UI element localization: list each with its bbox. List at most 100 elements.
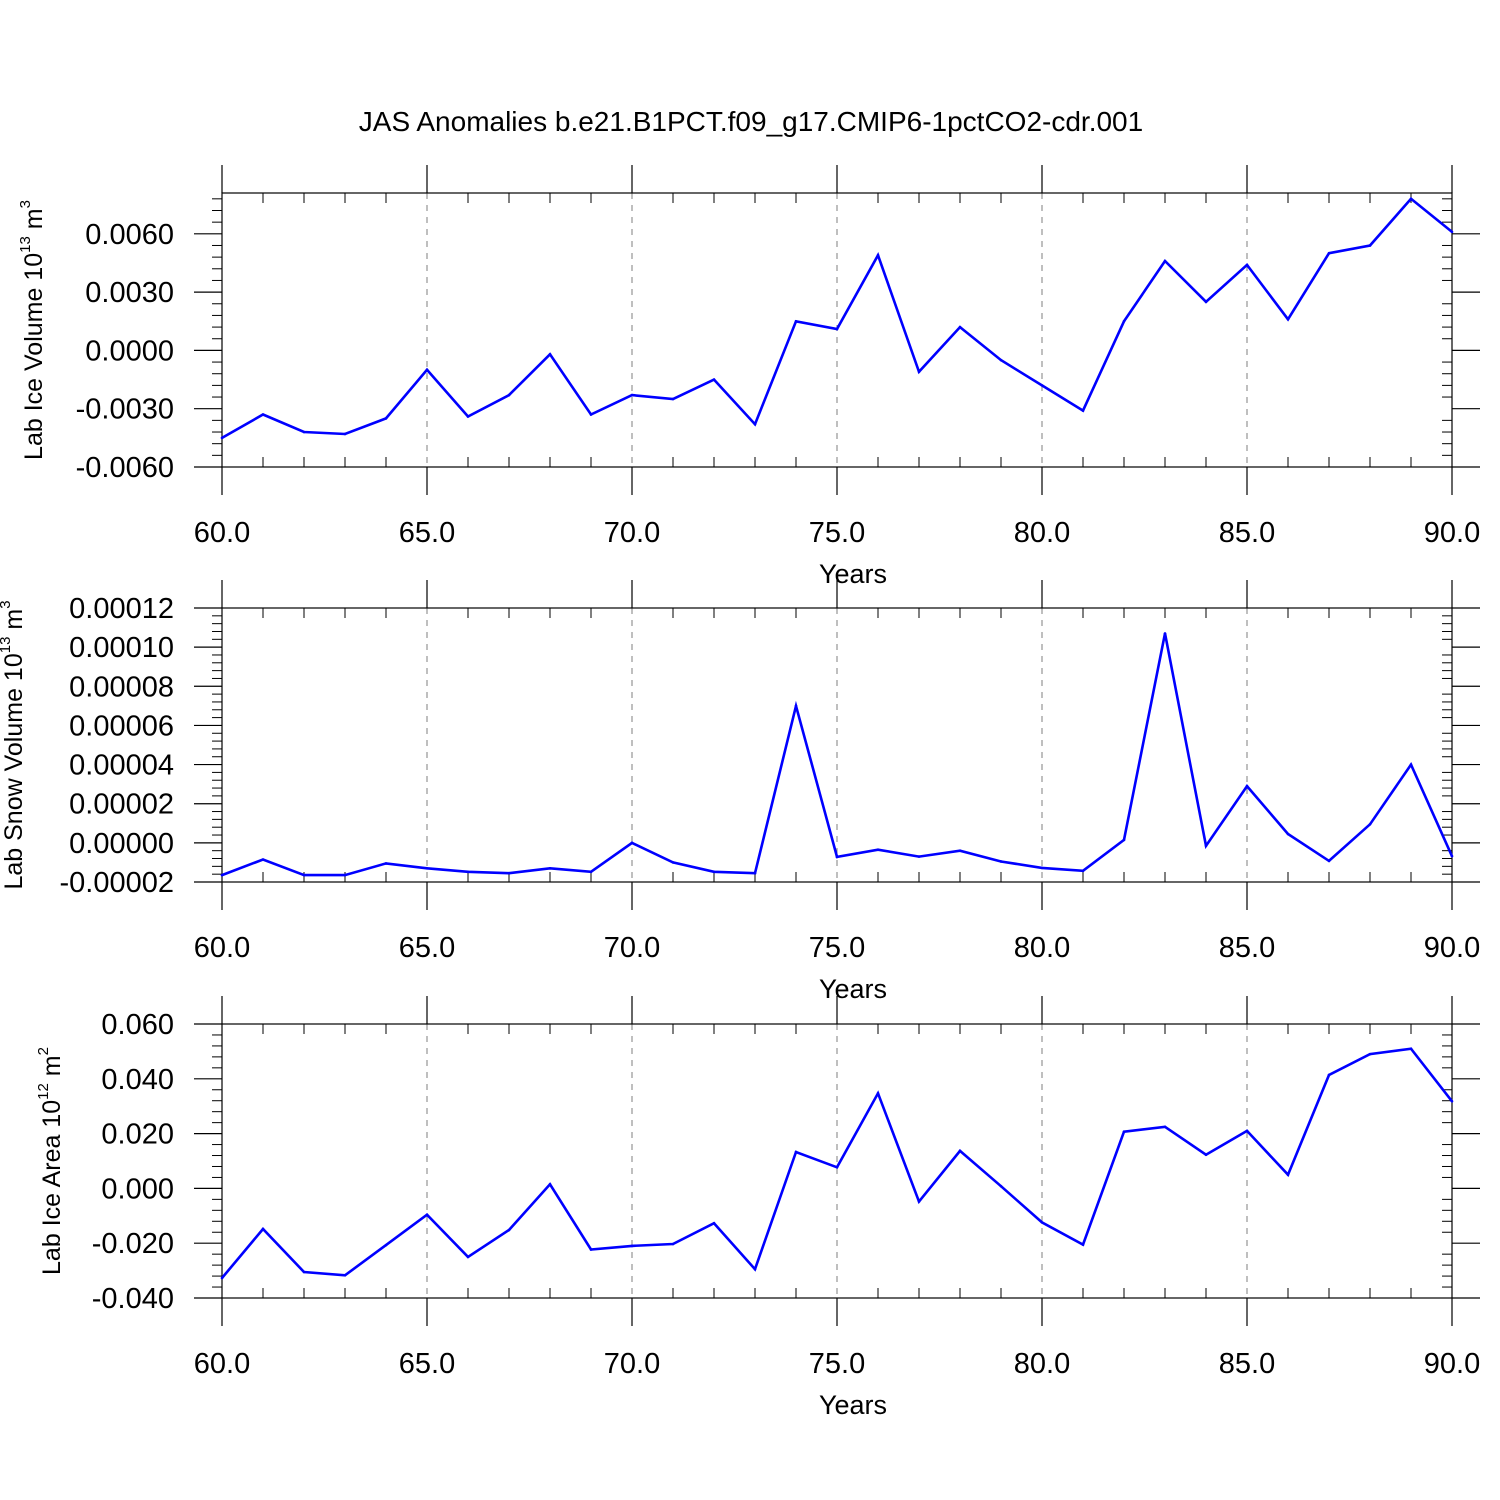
x-axis-title: Years bbox=[819, 559, 887, 589]
data-point bbox=[958, 849, 962, 852]
data-point bbox=[261, 858, 265, 861]
y-tick-label: -0.0060 bbox=[76, 452, 174, 484]
data-point bbox=[302, 430, 306, 434]
x-axis-title: Years bbox=[819, 1390, 887, 1420]
data-point bbox=[1163, 259, 1167, 263]
x-tick-label: 80.0 bbox=[1014, 932, 1070, 964]
data-point bbox=[1122, 838, 1126, 842]
data-point bbox=[1409, 1047, 1413, 1050]
y-tick-label: 0.060 bbox=[101, 1009, 174, 1041]
data-point bbox=[794, 704, 798, 708]
y-tick-label: 0.0060 bbox=[85, 219, 174, 251]
data-point bbox=[384, 1243, 388, 1247]
data-point bbox=[1327, 251, 1331, 255]
data-point bbox=[1122, 1130, 1126, 1133]
x-tick-label: 80.0 bbox=[1014, 1348, 1070, 1380]
panel-3: 60.0 65.0 70.0 75.0 80.0 85.0 90.0 -0.040 -0.020… bbox=[35, 996, 1480, 1420]
data-point bbox=[261, 1227, 265, 1231]
data-point bbox=[671, 1242, 675, 1246]
y-axis-title: Lab Ice Volume 1013 m3 bbox=[17, 200, 48, 460]
y-tick-label: 0.020 bbox=[101, 1119, 174, 1151]
x-tick-label: 85.0 bbox=[1219, 932, 1275, 964]
data-point bbox=[425, 368, 429, 372]
data-point bbox=[712, 378, 716, 381]
data-point bbox=[917, 855, 921, 858]
data-point bbox=[1286, 832, 1290, 836]
data-point bbox=[1450, 854, 1454, 858]
data-point bbox=[589, 1248, 593, 1251]
panel-1: 60.0 65.0 70.0 75.0 80.0 85.0 90.0 -0.0060 -0.00… bbox=[17, 165, 1480, 589]
data-point bbox=[630, 1244, 634, 1248]
data-point bbox=[671, 861, 675, 864]
data-point bbox=[917, 370, 921, 374]
data-point bbox=[1081, 869, 1085, 873]
chart-title: JAS Anomalies b.e21.B1PCT.f09_g17.CMIP6-… bbox=[359, 106, 1143, 137]
x-tick-label: 75.0 bbox=[809, 1348, 865, 1380]
x-tick-label: 60.0 bbox=[194, 932, 250, 964]
y-tick-label: 0.00002 bbox=[69, 789, 174, 821]
x-tick-label: 70.0 bbox=[604, 1348, 660, 1380]
data-point bbox=[1450, 230, 1454, 234]
data-point bbox=[302, 873, 306, 877]
data-point bbox=[1327, 1073, 1331, 1077]
y-tick-label: 0.040 bbox=[101, 1064, 174, 1096]
data-point bbox=[384, 862, 388, 865]
data-point bbox=[1040, 384, 1044, 387]
data-point bbox=[466, 1255, 470, 1259]
data-point bbox=[794, 319, 798, 323]
y-tick-label: -0.00002 bbox=[60, 867, 175, 899]
x-tick-label: 60.0 bbox=[194, 1348, 250, 1380]
data-point bbox=[507, 393, 511, 397]
data-point bbox=[876, 253, 880, 257]
x-tick-label: 90.0 bbox=[1424, 932, 1480, 964]
data-point bbox=[917, 1200, 921, 1203]
y-tick-label: 0.00012 bbox=[69, 593, 174, 625]
x-tick-label: 65.0 bbox=[399, 517, 455, 549]
data-point bbox=[1081, 1243, 1085, 1246]
data-point bbox=[1040, 1221, 1044, 1224]
data-point bbox=[548, 867, 552, 870]
data-point bbox=[1368, 822, 1372, 826]
data-point bbox=[999, 860, 1003, 863]
data-point bbox=[1245, 784, 1249, 788]
data-point bbox=[466, 870, 470, 874]
y-tick-label: 0.00006 bbox=[69, 710, 174, 742]
data-point bbox=[1368, 244, 1372, 247]
data-point bbox=[384, 417, 388, 420]
data-point bbox=[302, 1270, 306, 1274]
x-tick-label: 90.0 bbox=[1424, 1348, 1480, 1380]
y-tick-label: 0.0030 bbox=[85, 277, 174, 309]
x-tick-label: 65.0 bbox=[399, 932, 455, 964]
y-axis-title: Lab Ice Area 1012 m2 bbox=[35, 1047, 66, 1275]
x-tick-label: 60.0 bbox=[194, 517, 250, 549]
y-tick-label: 0.00010 bbox=[69, 632, 174, 664]
data-point bbox=[712, 1221, 716, 1225]
x-axis-title: Years bbox=[819, 974, 887, 1004]
data-point bbox=[1286, 318, 1290, 321]
data-point bbox=[999, 1184, 1003, 1188]
data-point bbox=[999, 358, 1003, 362]
data-point bbox=[1409, 197, 1413, 201]
data-point bbox=[630, 393, 634, 397]
y-axis-title: Lab Snow Volume 1013 m3 bbox=[0, 600, 28, 889]
x-tick-label: 85.0 bbox=[1219, 517, 1275, 549]
data-point bbox=[794, 1150, 798, 1154]
data-point bbox=[589, 870, 593, 874]
data-point bbox=[343, 1273, 347, 1277]
data-point bbox=[1245, 263, 1249, 267]
data-point bbox=[507, 1228, 511, 1232]
data-point bbox=[261, 413, 265, 416]
data-point bbox=[1204, 300, 1208, 304]
data-point bbox=[835, 1166, 839, 1169]
data-point bbox=[958, 325, 962, 329]
data-point bbox=[220, 1276, 224, 1280]
y-tick-label: 0.00000 bbox=[69, 828, 174, 860]
x-tick-label: 85.0 bbox=[1219, 1348, 1275, 1380]
data-point bbox=[1163, 632, 1167, 635]
data-point bbox=[220, 873, 224, 877]
data-point bbox=[343, 873, 347, 877]
data-point bbox=[220, 436, 224, 440]
data-point bbox=[1368, 1052, 1372, 1056]
data-point bbox=[425, 867, 429, 870]
y-tick-label: 0.000 bbox=[101, 1173, 174, 1205]
